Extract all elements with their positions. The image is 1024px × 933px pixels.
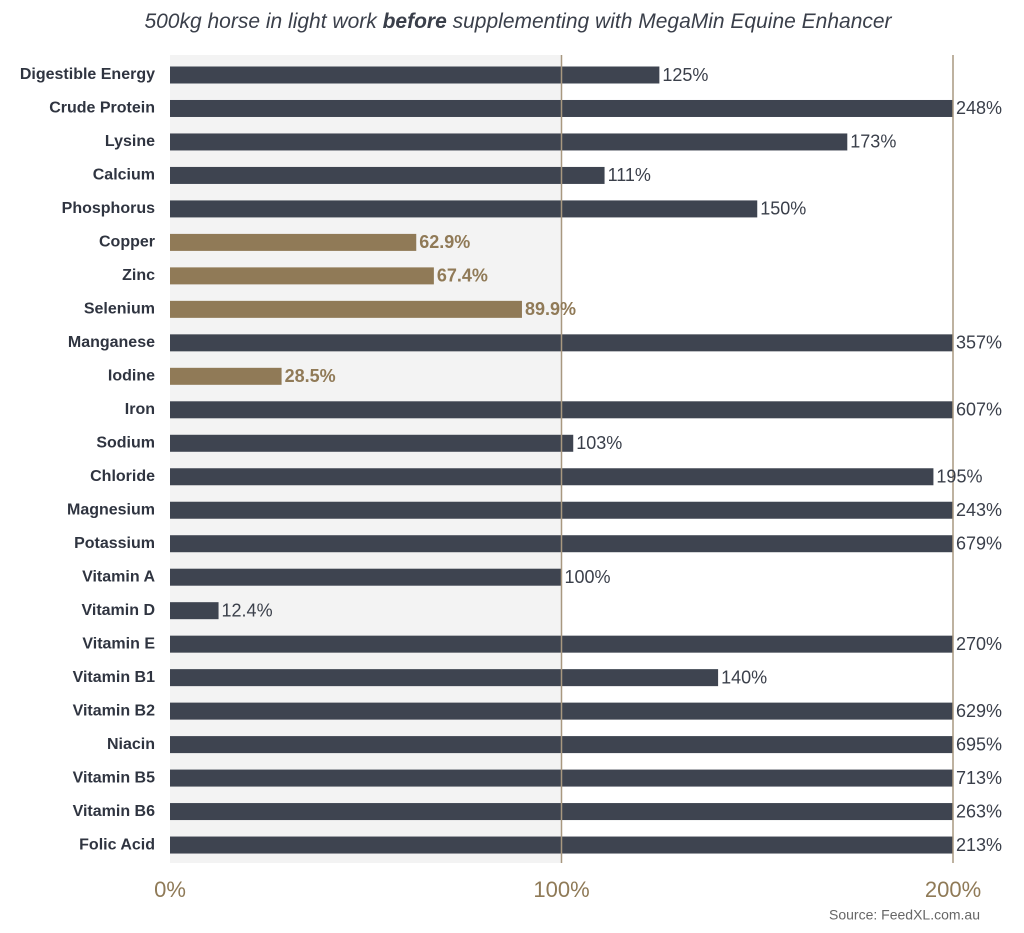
value-label: 111% (608, 165, 651, 185)
value-label: 125% (662, 65, 708, 85)
value-label: 713% (956, 768, 1002, 788)
value-label: 607% (956, 400, 1002, 420)
y-tick-label: Phosphorus (62, 200, 155, 217)
x-tick-label: 100% (533, 877, 589, 902)
title-part: 500kg horse in light work (144, 10, 382, 33)
bar (170, 803, 953, 821)
bar (170, 836, 953, 854)
value-label: 12.4% (222, 600, 273, 620)
y-tick-label: Calcium (93, 167, 155, 184)
y-tick-label: Manganese (68, 334, 155, 351)
bar (170, 334, 953, 352)
value-label: 243% (956, 500, 1002, 520)
value-label: 100% (565, 567, 611, 587)
title-part: supplementing with MegaMin Equine Enhanc… (447, 10, 893, 33)
value-label: 89.9% (525, 299, 576, 319)
value-label: 173% (850, 132, 896, 152)
y-tick-label: Sodium (96, 434, 155, 451)
bars (170, 66, 953, 854)
y-tick-label: Potassium (74, 535, 155, 552)
bar (170, 769, 953, 787)
value-label: 357% (956, 333, 1002, 353)
x-tick-label: 200% (925, 877, 981, 902)
value-label: 62.9% (419, 232, 470, 252)
bar (170, 635, 953, 653)
x-tick-label: 0% (154, 877, 186, 902)
bar (170, 66, 660, 84)
bar (170, 133, 848, 151)
y-tick-label: Crude Protein (49, 100, 155, 117)
title-part: before (383, 10, 448, 33)
bar (170, 501, 953, 519)
y-tick-label: Chloride (90, 468, 155, 485)
y-tick-label: Digestible Energy (20, 66, 155, 83)
y-tick-label: Vitamin B5 (73, 769, 156, 786)
bar (170, 200, 758, 218)
y-tick-label: Vitamin B1 (73, 669, 156, 686)
value-label: 103% (576, 433, 622, 453)
bar (170, 233, 417, 251)
value-label: 195% (936, 467, 982, 487)
value-label: 213% (956, 835, 1002, 855)
value-label: 695% (956, 734, 1002, 754)
bar (170, 568, 562, 586)
y-tick-label: Folic Acid (79, 836, 155, 853)
y-tick-label: Vitamin A (82, 568, 155, 585)
y-tick-label: Iodine (108, 368, 155, 385)
y-tick-label: Vitamin B2 (73, 702, 156, 719)
y-tick-label: Lysine (105, 133, 155, 150)
value-label: 263% (956, 801, 1002, 821)
value-label: 67.4% (437, 266, 488, 286)
value-label: 248% (956, 98, 1002, 118)
bar (170, 669, 719, 687)
value-label: 270% (956, 634, 1002, 654)
bar (170, 367, 282, 385)
bar (170, 267, 434, 285)
bar (170, 401, 953, 419)
y-tick-label: Vitamin E (82, 635, 155, 652)
bar (170, 434, 574, 452)
y-tick-label: Vitamin B6 (73, 803, 156, 820)
source: Source: FeedXL.com.au (829, 907, 980, 923)
bar (170, 300, 522, 318)
y-tick-label: Vitamin D (82, 602, 156, 619)
y-tick-label: Magnesium (67, 501, 155, 518)
y-tick-label: Iron (125, 401, 155, 418)
y-tick-label: Selenium (84, 301, 155, 318)
bar (170, 736, 953, 754)
y-tick-label: Zinc (122, 267, 155, 284)
value-label: 679% (956, 533, 1002, 553)
bar (170, 166, 605, 184)
bar (170, 99, 953, 117)
value-label: 140% (721, 667, 767, 687)
y-tick-label: Niacin (107, 736, 155, 753)
value-label: 150% (760, 199, 806, 219)
y-tick-label: Copper (99, 234, 155, 251)
bar (170, 468, 934, 486)
bar (170, 602, 219, 620)
chart-title: 500kg horse in light work before supplem… (144, 10, 892, 33)
value-label: 629% (956, 701, 1002, 721)
bar (170, 702, 953, 720)
value-label: 28.5% (285, 366, 336, 386)
bar (170, 535, 953, 553)
reference-band (170, 55, 562, 863)
